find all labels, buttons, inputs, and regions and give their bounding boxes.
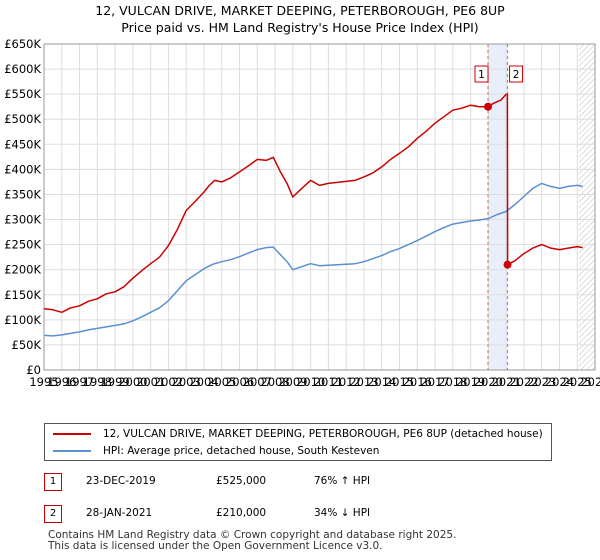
- x-tick-label: 2024: [545, 375, 574, 389]
- sale-label-box: [509, 65, 524, 83]
- x-tick-label: 2014: [367, 375, 396, 389]
- legend-item-price: 12, VULCAN DRIVE, MARKET DEEPING, PETERB…: [53, 426, 543, 442]
- x-tick-label: 2018: [438, 375, 467, 389]
- y-tick-label: £650K: [4, 37, 41, 51]
- x-tick-label: 2023: [527, 375, 556, 389]
- x-tick-label: 2012: [332, 375, 361, 389]
- x-tick-label: 2017: [420, 375, 449, 389]
- sale-label-number: 1: [478, 69, 485, 81]
- sale-period-shade: [487, 44, 508, 370]
- footer-licence: This data is licensed under the Open Gov…: [48, 540, 383, 552]
- x-tick-label: 2016: [403, 375, 432, 389]
- y-tick-label: £200K: [4, 263, 41, 277]
- legend-label-price: 12, VULCAN DRIVE, MARKET DEEPING, PETERB…: [103, 428, 543, 440]
- legend-swatch-price: [53, 433, 91, 435]
- x-tick-label: 2019: [456, 375, 485, 389]
- footer-copyright: Contains HM Land Registry data © Crown c…: [48, 529, 457, 541]
- x-tick-label: 2011: [314, 375, 343, 389]
- sale-marker-badge: 1: [44, 473, 62, 491]
- sale-price: £525,000: [216, 475, 267, 487]
- x-tick-label: 2010: [296, 375, 325, 389]
- chart-title-block: 12, VULCAN DRIVE, MARKET DEEPING, PETERB…: [0, 2, 600, 36]
- legend-swatch-hpi: [53, 450, 91, 452]
- plot-frame: [43, 43, 596, 371]
- x-tick-label: 2026: [580, 375, 600, 389]
- x-tick-label: 1997: [65, 375, 94, 389]
- x-tick-label: 2005: [207, 375, 236, 389]
- x-tick-label: 1998: [83, 375, 112, 389]
- price-paid-line: [43, 93, 583, 314]
- forecast-hatch: [578, 44, 595, 370]
- sale-hpi-delta: 76% ↑ HPI: [314, 475, 371, 487]
- x-tick-label: 2021: [491, 375, 520, 389]
- y-tick-label: £350K: [4, 187, 41, 201]
- x-tick-label: 1996: [47, 375, 76, 389]
- legend-label-hpi: HPI: Average price, detached house, Sout…: [103, 445, 380, 457]
- hpi-line: [43, 182, 583, 337]
- y-tick-label: £100K: [4, 313, 41, 327]
- legend: 12, VULCAN DRIVE, MARKET DEEPING, PETERB…: [44, 423, 552, 461]
- x-tick-label: 2004: [189, 375, 218, 389]
- y-tick-label: £250K: [4, 238, 41, 252]
- y-tick-label: £150K: [4, 288, 41, 302]
- legend-item-hpi: HPI: Average price, detached house, Sout…: [53, 443, 379, 459]
- x-tick-label: 2009: [278, 375, 307, 389]
- sale-point: [483, 102, 492, 111]
- y-tick-label: £450K: [4, 137, 41, 151]
- x-tick-label: 2003: [172, 375, 201, 389]
- sale-point: [503, 260, 512, 269]
- x-tick-label: 2001: [136, 375, 165, 389]
- x-tick-label: 1995: [29, 375, 58, 389]
- x-tick-label: 2025: [563, 375, 592, 389]
- y-tick-label: £400K: [4, 162, 41, 176]
- x-tick-label: 2015: [385, 375, 414, 389]
- x-tick-label: 2020: [474, 375, 503, 389]
- sale-hpi-delta: 34% ↓ HPI: [314, 507, 371, 519]
- sale-price: £210,000: [216, 507, 267, 519]
- x-tick-label: 2000: [118, 375, 147, 389]
- chart-subtitle: Price paid vs. HM Land Registry's House …: [121, 20, 479, 35]
- y-tick-label: £550K: [4, 87, 41, 101]
- sale-date: 23-DEC-2019: [86, 475, 156, 487]
- chart-title: 12, VULCAN DRIVE, MARKET DEEPING, PETERB…: [95, 3, 505, 18]
- line-chart: £0 £50K £100K £150K £200K £250K £300K £350K £400…: [4, 37, 600, 389]
- sale-label-number: 2: [513, 69, 520, 81]
- x-tick-label: 2006: [225, 375, 254, 389]
- y-tick-label: £600K: [4, 62, 41, 76]
- x-tick-label: 1999: [100, 375, 129, 389]
- x-tick-label: 2007: [243, 375, 272, 389]
- x-tick-label: 2013: [349, 375, 378, 389]
- sale-date: 28-JAN-2021: [86, 507, 153, 519]
- footer: Contains HM Land Registry data © Crown c…: [48, 530, 456, 552]
- y-tick-label: £50K: [12, 338, 42, 352]
- x-tick-label: 2002: [154, 375, 183, 389]
- sale-label-box: [474, 65, 489, 83]
- y-tick-label: £300K: [4, 213, 41, 227]
- x-tick-label: 2022: [509, 375, 538, 389]
- y-tick-label: £500K: [4, 112, 41, 126]
- y-tick-label: £0: [26, 363, 41, 377]
- x-tick-label: 2008: [260, 375, 289, 389]
- sale-marker-badge: 2: [44, 505, 62, 523]
